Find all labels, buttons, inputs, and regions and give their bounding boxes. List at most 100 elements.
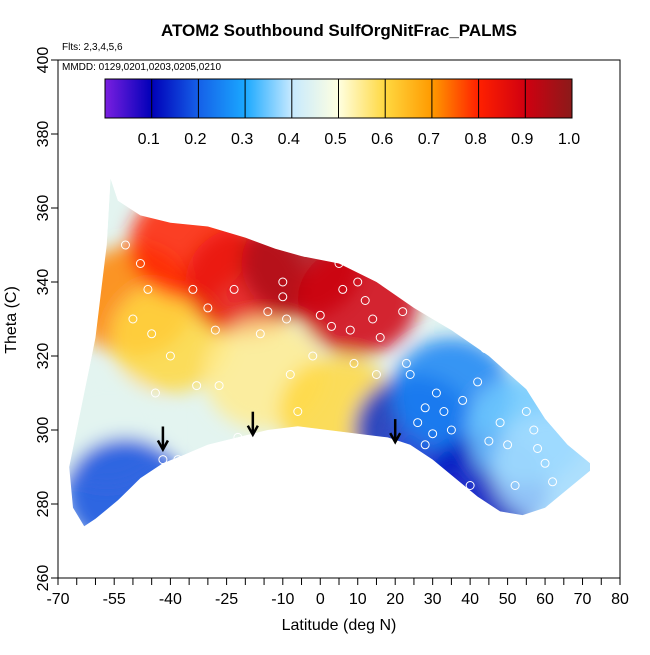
sample-point [338,284,348,294]
sample-point [529,425,539,435]
y-tick-label: 260 [35,565,52,592]
sample-point [386,259,396,268]
y-tick-label: 320 [35,343,52,370]
sample-point [548,477,558,487]
y-tick-label: 340 [35,269,52,296]
sample-point [214,381,224,391]
y-tick-label: 300 [35,417,52,444]
sample-point [147,329,157,339]
y-tick-label: 360 [35,195,52,222]
colorbar-tick-label: 0.9 [511,131,533,148]
colorbar-tick-label: 0.8 [464,131,486,148]
x-tick-label: -10 [271,591,294,608]
flights-note: Flts: 2,3,4,5,6 [62,42,123,53]
arrows [156,411,402,453]
sample-point [188,284,198,294]
sample-point [473,377,483,387]
sample-point [165,351,175,361]
x-tick-label: 0 [316,591,325,608]
sample-point [128,314,138,324]
sample-point [484,436,494,446]
sample-point [521,407,531,416]
sample-point [353,277,363,287]
sample-point [210,325,220,335]
sample-point [540,458,550,468]
x-tick-label: 10 [349,591,367,608]
sample-point [450,499,460,509]
sample-point [327,321,337,331]
x-axis-label: Latitude (deg N) [282,617,397,634]
sample-point [405,370,415,379]
sample-point [510,481,520,490]
sample-point [420,440,430,450]
colorbar: 0.1 0.2 0.3 0.4 0.5 0.6 0.7 0.8 0.9 1.0 [104,78,580,148]
sample-point [203,303,213,313]
sample-point [349,358,359,368]
sample-point [345,325,355,335]
sample-point [368,314,378,324]
down-arrow [389,419,402,445]
down-arrow [246,411,259,438]
sample-point [439,407,449,416]
sample-point [428,429,438,439]
y-tick-label: 400 [35,47,52,74]
sample-point [255,329,265,339]
sample-point [533,444,543,453]
field-region [69,437,186,527]
x-tick-label: 30 [424,591,442,608]
x-tick-label: 60 [536,591,554,608]
sample-point [300,247,310,257]
x-axis: -70 -55 -40 -25 -10 0 10 20 30 40 50 60 70 80 [46,578,629,608]
field-region [492,412,590,522]
colorbar-tick-label: 0.5 [324,131,346,148]
sample-point [420,403,430,413]
colorbar-tick-label: 0.3 [231,131,253,148]
colorbar-tick-label: 1.0 [558,131,580,148]
sample-point [431,388,441,398]
x-tick-label: 50 [499,591,517,608]
sample-point [308,351,318,361]
x-tick-label: -25 [215,591,238,608]
sample-point [458,395,468,405]
colorbar-tick-label: 0.2 [184,131,206,148]
sample-point [263,307,273,317]
colorbar-tick-label: 0.6 [371,131,393,148]
y-axis-label: Theta (C) [3,286,20,354]
sample-point [371,370,381,379]
sample-point [480,344,490,354]
sample-point [278,292,288,302]
sample-point [143,284,153,294]
sample-point [315,310,325,320]
sample-point [465,481,475,490]
sample-point [413,418,423,428]
sample-point [495,418,505,428]
sample-point [120,240,130,250]
sample-points [120,240,558,509]
sample-point [233,432,243,442]
field-region [297,245,418,356]
colorbar-tick-label: 0.1 [138,131,160,148]
chart-title: ATOM2 Southbound SulfOrgNitFrac_PALMS [161,21,517,40]
sample-point [375,333,385,342]
sample-point [282,314,292,324]
dates-note: MMDD: 0129,0201,0203,0205,0210 [62,62,221,73]
sample-point [293,407,303,416]
x-tick-label: 70 [574,591,592,608]
sample-point [360,296,370,305]
sample-point [390,240,400,250]
x-tick-label: -70 [46,591,69,608]
sample-point [383,247,393,257]
colorbar-tick-label: 0.7 [418,131,440,148]
sample-point [323,247,333,257]
x-tick-label: -55 [103,591,126,608]
sample-point [173,455,183,465]
x-tick-label: 20 [386,591,404,608]
sample-point [401,358,411,368]
sample-point [135,259,145,268]
x-tick-label: 80 [611,591,629,608]
sample-point [285,370,295,379]
x-tick-label: 40 [461,591,479,608]
sample-point [327,240,337,250]
y-axis: 260 280 300 320 340 360 380 400 [35,47,58,592]
